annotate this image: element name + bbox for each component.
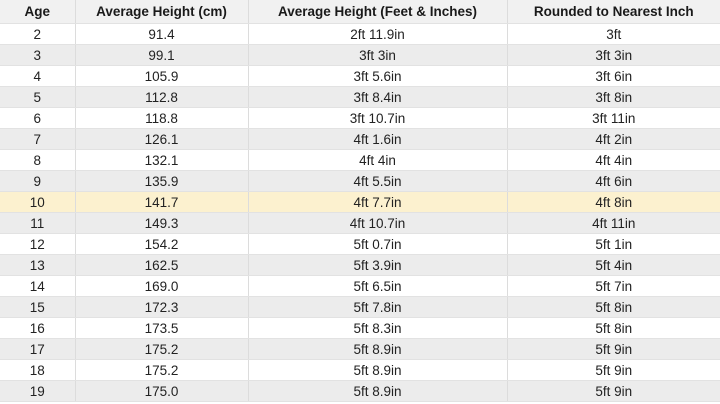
cell-height-ft-in: 3ft 5.6in bbox=[247, 65, 507, 87]
table-row: 19 175.0 5ft 8.9in 5ft 9in bbox=[0, 380, 720, 402]
cell-rounded: 3ft 3in bbox=[506, 44, 720, 66]
cell-age: 12 bbox=[0, 233, 75, 255]
cell-height-cm: 172.3 bbox=[74, 296, 248, 318]
cell-height-cm: 118.8 bbox=[74, 107, 248, 129]
cell-height-ft-in: 5ft 3.9in bbox=[247, 254, 507, 276]
cell-height-cm: 162.5 bbox=[74, 254, 248, 276]
table-row: 11 149.3 4ft 10.7in 4ft 11in bbox=[0, 212, 720, 234]
cell-age: 14 bbox=[0, 275, 75, 297]
cell-height-ft-in: 4ft 1.6in bbox=[247, 128, 507, 150]
cell-age: 4 bbox=[0, 65, 75, 87]
cell-age: 10 bbox=[0, 191, 75, 213]
cell-height-ft-in: 5ft 6.5in bbox=[247, 275, 507, 297]
header-height-ft-in: Average Height (Feet & Inches) bbox=[247, 0, 507, 24]
table-row: 2 91.4 2ft 11.9in 3ft bbox=[0, 23, 720, 45]
table-row: 13 162.5 5ft 3.9in 5ft 4in bbox=[0, 254, 720, 276]
cell-rounded: 4ft 11in bbox=[506, 212, 720, 234]
cell-height-ft-in: 4ft 7.7in bbox=[247, 191, 507, 213]
cell-age: 15 bbox=[0, 296, 75, 318]
cell-height-cm: 105.9 bbox=[74, 65, 248, 87]
cell-height-ft-in: 4ft 5.5in bbox=[247, 170, 507, 192]
cell-height-ft-in: 3ft 8.4in bbox=[247, 86, 507, 108]
cell-rounded: 5ft 9in bbox=[506, 338, 720, 360]
cell-rounded: 5ft 1in bbox=[506, 233, 720, 255]
cell-age: 3 bbox=[0, 44, 75, 66]
cell-height-cm: 149.3 bbox=[74, 212, 248, 234]
cell-age: 6 bbox=[0, 107, 75, 129]
cell-age: 2 bbox=[0, 23, 75, 45]
cell-rounded: 4ft 2in bbox=[506, 128, 720, 150]
header-row: Age Average Height (cm) Average Height (… bbox=[0, 0, 720, 24]
header-age: Age bbox=[0, 0, 75, 24]
cell-rounded: 3ft 8in bbox=[506, 86, 720, 108]
cell-rounded: 3ft bbox=[506, 23, 720, 45]
table-row: 17 175.2 5ft 8.9in 5ft 9in bbox=[0, 338, 720, 360]
table-row: 4 105.9 3ft 5.6in 3ft 6in bbox=[0, 65, 720, 87]
cell-rounded: 5ft 7in bbox=[506, 275, 720, 297]
table-row: 18 175.2 5ft 8.9in 5ft 9in bbox=[0, 359, 720, 381]
cell-age: 16 bbox=[0, 317, 75, 339]
cell-height-cm: 132.1 bbox=[74, 149, 248, 171]
cell-height-cm: 99.1 bbox=[74, 44, 248, 66]
cell-age: 5 bbox=[0, 86, 75, 108]
cell-rounded: 4ft 6in bbox=[506, 170, 720, 192]
cell-height-ft-in: 2ft 11.9in bbox=[247, 23, 507, 45]
cell-height-ft-in: 3ft 3in bbox=[247, 44, 507, 66]
cell-age: 17 bbox=[0, 338, 75, 360]
cell-rounded: 5ft 8in bbox=[506, 296, 720, 318]
cell-rounded: 5ft 4in bbox=[506, 254, 720, 276]
table-row: 9 135.9 4ft 5.5in 4ft 6in bbox=[0, 170, 720, 192]
cell-height-ft-in: 3ft 10.7in bbox=[247, 107, 507, 129]
cell-age: 9 bbox=[0, 170, 75, 192]
table-row: 15 172.3 5ft 7.8in 5ft 8in bbox=[0, 296, 720, 318]
header-height-cm: Average Height (cm) bbox=[74, 0, 248, 24]
table-row: 5 112.8 3ft 8.4in 3ft 8in bbox=[0, 86, 720, 108]
cell-height-cm: 173.5 bbox=[74, 317, 248, 339]
cell-age: 8 bbox=[0, 149, 75, 171]
cell-height-cm: 141.7 bbox=[74, 191, 248, 213]
cell-height-ft-in: 5ft 8.9in bbox=[247, 380, 507, 402]
cell-height-cm: 126.1 bbox=[74, 128, 248, 150]
cell-rounded: 3ft 6in bbox=[506, 65, 720, 87]
cell-height-cm: 154.2 bbox=[74, 233, 248, 255]
table-row: 7 126.1 4ft 1.6in 4ft 2in bbox=[0, 128, 720, 150]
cell-age: 7 bbox=[0, 128, 75, 150]
cell-height-cm: 169.0 bbox=[74, 275, 248, 297]
table-row: 8 132.1 4ft 4in 4ft 4in bbox=[0, 149, 720, 171]
cell-height-ft-in: 5ft 7.8in bbox=[247, 296, 507, 318]
table-row: 12 154.2 5ft 0.7in 5ft 1in bbox=[0, 233, 720, 255]
table-row: 6 118.8 3ft 10.7in 3ft 11in bbox=[0, 107, 720, 129]
cell-height-ft-in: 5ft 0.7in bbox=[247, 233, 507, 255]
cell-rounded: 5ft 8in bbox=[506, 317, 720, 339]
cell-height-cm: 91.4 bbox=[74, 23, 248, 45]
cell-rounded: 4ft 8in bbox=[506, 191, 720, 213]
cell-height-ft-in: 4ft 10.7in bbox=[247, 212, 507, 234]
cell-height-cm: 175.2 bbox=[74, 359, 248, 381]
table-row: 14 169.0 5ft 6.5in 5ft 7in bbox=[0, 275, 720, 297]
cell-height-ft-in: 5ft 8.9in bbox=[247, 338, 507, 360]
cell-height-cm: 112.8 bbox=[74, 86, 248, 108]
cell-rounded: 5ft 9in bbox=[506, 359, 720, 381]
header-rounded: Rounded to Nearest Inch bbox=[506, 0, 720, 24]
table-row: 16 173.5 5ft 8.3in 5ft 8in bbox=[0, 317, 720, 339]
cell-height-cm: 135.9 bbox=[74, 170, 248, 192]
cell-height-cm: 175.0 bbox=[74, 380, 248, 402]
cell-height-ft-in: 5ft 8.9in bbox=[247, 359, 507, 381]
table-row: 3 99.1 3ft 3in 3ft 3in bbox=[0, 44, 720, 66]
cell-rounded: 4ft 4in bbox=[506, 149, 720, 171]
cell-age: 18 bbox=[0, 359, 75, 381]
cell-age: 11 bbox=[0, 212, 75, 234]
cell-height-cm: 175.2 bbox=[74, 338, 248, 360]
cell-age: 19 bbox=[0, 380, 75, 402]
cell-height-ft-in: 5ft 8.3in bbox=[247, 317, 507, 339]
cell-rounded: 5ft 9in bbox=[506, 380, 720, 402]
cell-rounded: 3ft 11in bbox=[506, 107, 720, 129]
cell-age: 13 bbox=[0, 254, 75, 276]
cell-height-ft-in: 4ft 4in bbox=[247, 149, 507, 171]
table-row: 10 141.7 4ft 7.7in 4ft 8in bbox=[0, 191, 720, 213]
